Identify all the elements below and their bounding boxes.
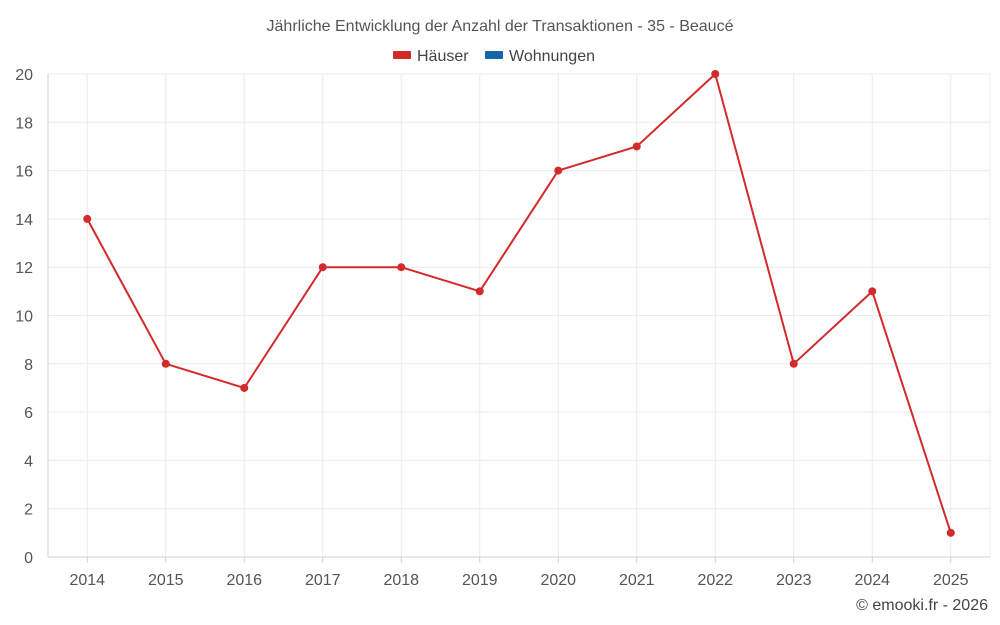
- y-tick-label-2: 2: [24, 502, 33, 519]
- x-tick-label-2023: 2023: [776, 572, 812, 589]
- x-tick-label-2018: 2018: [383, 572, 419, 589]
- data-point-2025: [946, 528, 955, 537]
- chart-title: Jährliche Entwicklung der Anzahl der Tra…: [267, 18, 734, 35]
- y-tick-label-14: 14: [15, 212, 33, 229]
- y-tick-label-6: 6: [24, 405, 33, 422]
- data-point-2017: [318, 263, 327, 272]
- data-point-2023: [789, 359, 798, 368]
- series-line-0: [86, 73, 952, 534]
- legend: Häuser Wohnungen: [393, 48, 595, 65]
- y-tick-label-20: 20: [15, 67, 33, 84]
- grid-lines: [48, 73, 991, 557]
- x-tick-label-2024: 2024: [854, 572, 890, 589]
- data-point-2024: [868, 287, 877, 296]
- data-point-2015: [161, 359, 170, 368]
- x-tick-label-2014: 2014: [69, 572, 105, 589]
- data-point-2020: [554, 166, 563, 175]
- y-tick-label-8: 8: [24, 357, 33, 374]
- y-tick-label-10: 10: [15, 309, 33, 326]
- axes: [47, 74, 990, 563]
- data-point-2018: [397, 263, 406, 272]
- data-point-2019: [475, 287, 484, 296]
- legend-swatch-wohnungen: [485, 51, 503, 59]
- x-tick-label-2021: 2021: [619, 572, 655, 589]
- y-tick-label-12: 12: [15, 260, 33, 277]
- y-axis-tick-labels: 0 2 4 6 8 10 12 14 16 18 20: [15, 67, 33, 567]
- x-tick-label-2016: 2016: [226, 572, 262, 589]
- data-point-2022: [711, 70, 720, 78]
- data-point-2021: [632, 142, 641, 151]
- copyright-credit: © emooki.fr - 2026: [856, 597, 988, 614]
- y-tick-label-4: 4: [24, 453, 33, 470]
- x-axis-tick-labels: 2014 2015 2016 2017 2018 2019 2020 2021 2022 2023…: [69, 572, 968, 589]
- x-tick-label-2019: 2019: [462, 572, 498, 589]
- legend-item-wohnungen[interactable]: Wohnungen: [485, 48, 595, 65]
- x-tick-label-2020: 2020: [540, 572, 576, 589]
- data-point-2016: [240, 383, 249, 392]
- y-tick-label-16: 16: [15, 164, 33, 181]
- data-point-2014: [83, 214, 92, 223]
- x-tick-label-2025: 2025: [933, 572, 969, 589]
- legend-item-haeuser[interactable]: Häuser: [393, 48, 469, 65]
- x-tick-label-2022: 2022: [697, 572, 733, 589]
- y-tick-label-18: 18: [15, 115, 33, 132]
- legend-swatch-haeuser: [393, 51, 411, 59]
- series-haeuser: [83, 70, 955, 537]
- y-tick-label-0: 0: [24, 550, 33, 567]
- legend-label-wohnungen: Wohnungen: [509, 48, 595, 65]
- legend-label-haeuser: Häuser: [417, 48, 469, 65]
- x-tick-label-2015: 2015: [148, 572, 184, 589]
- x-tick-label-2017: 2017: [305, 572, 341, 589]
